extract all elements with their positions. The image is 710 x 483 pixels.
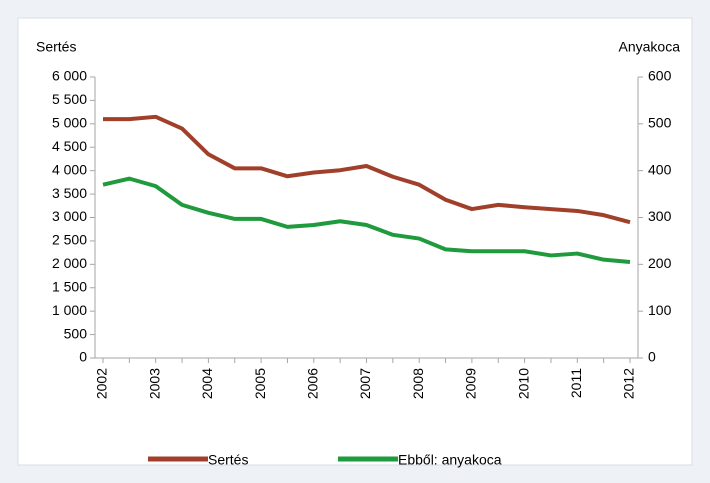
panel [17,17,693,466]
legend-label: Sertés [208,452,248,468]
y-tick-label: 6 000 [52,68,87,84]
y-tick-label: 0 [79,349,87,365]
legend-label: Ebből: anyakoca [398,452,502,468]
x-tick-label: 2003 [146,368,162,399]
y-tick-label: 2 000 [52,255,87,271]
x-tick-label: 2004 [199,368,215,399]
x-tick-label: 2002 [94,368,110,399]
y2-axis-title: Anyakoca [619,39,681,55]
series-line [103,114,631,225]
y-tick-label: 500 [64,325,88,341]
y-tick-label: 1 500 [52,278,87,294]
x-tick-label: 2006 [305,368,321,399]
y2-tick-label: 300 [648,208,672,224]
y-tick-label: 1 000 [52,302,87,318]
y-tick-label: 2 500 [52,232,87,248]
x-tick-label: 2010 [515,368,531,399]
x-tick-label: 2008 [410,368,426,399]
y-tick-label: 3 500 [52,185,87,201]
y-tick-label: 3 000 [52,208,87,224]
y-tick-label: 5 500 [52,91,87,107]
y-tick-label: 4 000 [52,161,87,177]
y-tick-label: 5 000 [52,115,87,131]
y2-tick-label: 500 [648,115,672,131]
x-tick-label: 2011 [568,368,584,398]
x-tick-label: 2012 [621,368,637,399]
y2-tick-label: 200 [648,255,672,271]
x-tick-label: 2009 [463,368,479,399]
x-tick-label: 2005 [252,368,268,399]
y-tick-label: 4 500 [52,138,87,154]
y2-tick-label: 600 [648,68,672,84]
y2-tick-label: 100 [648,302,672,318]
series-line [102,176,631,264]
y2-tick-label: 400 [648,161,672,177]
y2-tick-label: 0 [648,349,656,365]
y-axis-title: Sertés [36,39,76,55]
x-tick-label: 2007 [357,368,373,399]
